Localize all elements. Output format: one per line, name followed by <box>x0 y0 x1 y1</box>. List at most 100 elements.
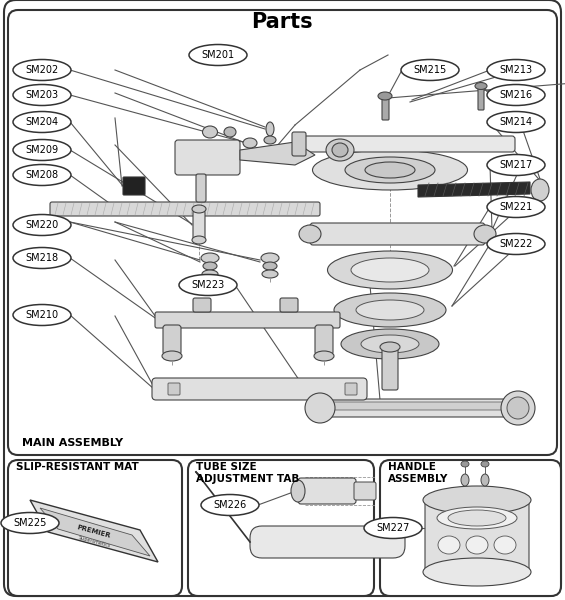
Ellipse shape <box>13 304 71 325</box>
Text: SM222: SM222 <box>499 239 533 249</box>
Ellipse shape <box>351 258 429 282</box>
Ellipse shape <box>13 139 71 160</box>
Ellipse shape <box>501 391 535 425</box>
Text: SM218: SM218 <box>25 253 59 263</box>
Ellipse shape <box>201 253 219 263</box>
Polygon shape <box>240 142 315 165</box>
Text: TUBE SIZE: TUBE SIZE <box>196 462 257 472</box>
Ellipse shape <box>192 236 206 244</box>
FancyBboxPatch shape <box>382 98 389 120</box>
Text: MAIN ASSEMBLY: MAIN ASSEMBLY <box>22 438 123 448</box>
Text: SM220: SM220 <box>25 220 59 230</box>
Ellipse shape <box>13 85 71 106</box>
Ellipse shape <box>378 92 392 100</box>
Ellipse shape <box>487 233 545 254</box>
FancyBboxPatch shape <box>193 298 211 312</box>
FancyBboxPatch shape <box>8 460 182 596</box>
Ellipse shape <box>345 157 435 183</box>
Ellipse shape <box>401 59 459 80</box>
Text: SM223: SM223 <box>192 280 225 290</box>
Ellipse shape <box>299 225 321 243</box>
Ellipse shape <box>341 329 439 359</box>
Ellipse shape <box>202 270 218 278</box>
Ellipse shape <box>162 351 182 361</box>
Ellipse shape <box>13 59 71 80</box>
FancyBboxPatch shape <box>123 177 145 195</box>
FancyBboxPatch shape <box>163 325 181 355</box>
Ellipse shape <box>201 494 259 515</box>
Ellipse shape <box>305 393 335 423</box>
Text: SM216: SM216 <box>499 90 533 100</box>
Ellipse shape <box>494 536 516 554</box>
Ellipse shape <box>13 247 71 269</box>
FancyBboxPatch shape <box>345 383 357 395</box>
Ellipse shape <box>438 536 460 554</box>
Ellipse shape <box>314 351 334 361</box>
FancyBboxPatch shape <box>155 312 340 328</box>
Text: ADJUSTMENT TAB: ADJUSTMENT TAB <box>196 474 299 484</box>
Text: SM214: SM214 <box>499 117 533 127</box>
FancyBboxPatch shape <box>188 460 374 596</box>
Text: SM208: SM208 <box>25 170 59 180</box>
FancyBboxPatch shape <box>354 482 376 500</box>
Polygon shape <box>418 182 530 197</box>
Ellipse shape <box>365 162 415 178</box>
Ellipse shape <box>423 486 531 514</box>
Ellipse shape <box>262 270 278 278</box>
Ellipse shape <box>264 136 276 144</box>
Text: Supersmetics: Supersmetics <box>77 535 111 549</box>
FancyBboxPatch shape <box>4 0 561 596</box>
Ellipse shape <box>13 214 71 235</box>
Ellipse shape <box>203 262 217 270</box>
Ellipse shape <box>189 44 247 65</box>
Ellipse shape <box>474 225 496 243</box>
FancyBboxPatch shape <box>295 136 515 152</box>
Ellipse shape <box>243 138 257 148</box>
Text: SM204: SM204 <box>25 117 59 127</box>
Ellipse shape <box>328 251 453 289</box>
FancyBboxPatch shape <box>320 399 515 417</box>
FancyBboxPatch shape <box>310 223 485 245</box>
Text: SM203: SM203 <box>25 90 59 100</box>
FancyBboxPatch shape <box>168 383 180 395</box>
FancyBboxPatch shape <box>280 298 298 312</box>
Ellipse shape <box>312 150 467 190</box>
Ellipse shape <box>487 59 545 80</box>
Ellipse shape <box>507 397 529 419</box>
Ellipse shape <box>13 112 71 133</box>
Ellipse shape <box>13 164 71 185</box>
Ellipse shape <box>487 154 545 175</box>
Text: PREMIER: PREMIER <box>76 524 111 539</box>
FancyBboxPatch shape <box>175 140 240 175</box>
Text: SM201: SM201 <box>202 50 234 60</box>
Ellipse shape <box>364 517 422 539</box>
Text: SLIP-RESISTANT MAT: SLIP-RESISTANT MAT <box>16 462 139 472</box>
Ellipse shape <box>202 126 218 138</box>
Ellipse shape <box>361 335 419 353</box>
FancyBboxPatch shape <box>298 478 356 504</box>
FancyBboxPatch shape <box>193 210 205 240</box>
Text: SM217: SM217 <box>499 160 533 170</box>
FancyBboxPatch shape <box>478 88 484 110</box>
FancyBboxPatch shape <box>152 378 367 400</box>
Ellipse shape <box>487 196 545 217</box>
Ellipse shape <box>291 480 305 502</box>
Ellipse shape <box>261 253 279 263</box>
Ellipse shape <box>332 143 348 157</box>
Ellipse shape <box>266 122 274 136</box>
Ellipse shape <box>334 293 446 327</box>
FancyBboxPatch shape <box>315 325 333 355</box>
Ellipse shape <box>461 474 469 486</box>
FancyBboxPatch shape <box>50 202 320 216</box>
Ellipse shape <box>475 82 487 89</box>
FancyBboxPatch shape <box>380 460 561 596</box>
Text: SM221: SM221 <box>499 202 533 212</box>
Ellipse shape <box>481 461 489 467</box>
Text: SM210: SM210 <box>25 310 59 320</box>
FancyBboxPatch shape <box>425 500 529 572</box>
Text: SM213: SM213 <box>499 65 533 75</box>
Ellipse shape <box>461 461 469 467</box>
Text: HANDLE: HANDLE <box>388 462 436 472</box>
Ellipse shape <box>1 512 59 533</box>
FancyBboxPatch shape <box>196 174 206 202</box>
